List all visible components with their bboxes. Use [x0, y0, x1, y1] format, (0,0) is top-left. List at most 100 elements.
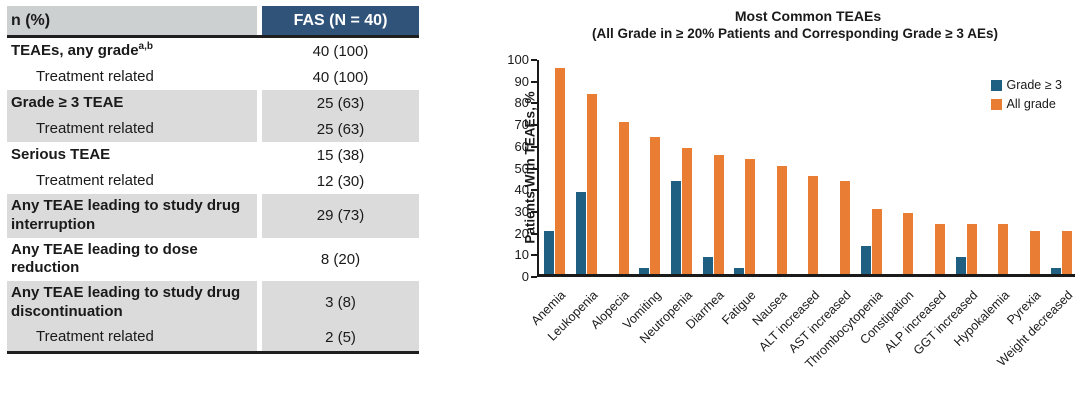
legend-entry-allgrade: All grade [990, 97, 1063, 111]
y-tick-label: 100 [507, 52, 529, 67]
table-row: Grade ≥ 3 TEAE 25 (63) [7, 90, 419, 116]
table-row: Treatment related 2 (5) [7, 324, 419, 351]
y-tick-label: 30 [514, 203, 529, 219]
legend-entry-grade3: Grade ≥ 3 [990, 78, 1063, 92]
y-tick-mark [531, 145, 537, 148]
bar-grade3 [670, 180, 681, 274]
row-label: Treatment related [36, 171, 154, 189]
table-row: Any TEAE leading to study drug discontin… [7, 281, 419, 325]
table-header-value-cell: FAS (N = 40) [262, 6, 419, 35]
row-label: Any TEAE leading to study drug discontin… [7, 281, 257, 325]
y-tick-label: 60 [514, 138, 529, 154]
table-row: Treatment related 12 (30) [7, 168, 419, 194]
row-value: 12 (30) [316, 172, 365, 190]
column-separator [257, 38, 262, 64]
bar-group-constipation [887, 60, 919, 274]
grade3-swatch-icon [990, 79, 1002, 91]
bar-group-weight-decreased [1045, 60, 1077, 274]
column-separator [257, 168, 262, 194]
bar-grade3 [1050, 267, 1061, 274]
bar-grade3 [544, 230, 555, 274]
column-separator [257, 64, 262, 90]
table-bottom-border [7, 350, 419, 354]
bar-allgrade [586, 93, 597, 274]
column-separator [257, 90, 262, 116]
row-label: Grade ≥ 3 TEAE [7, 90, 257, 116]
bar-allgrade [903, 213, 914, 274]
y-tick-label: 10 [514, 247, 529, 263]
column-separator [257, 116, 262, 142]
row-label: Treatment related [7, 116, 257, 142]
chart-title: Most Common TEAEs [734, 8, 882, 24]
table-row: Any TEAE leading to dose reduction 8 (20) [7, 237, 419, 281]
bar-allgrade [745, 159, 756, 274]
row-value: 15 (38) [316, 146, 365, 164]
bar-group-alopecia [602, 60, 634, 274]
y-tick-mark [531, 80, 537, 83]
bar-group-leukopenia [571, 60, 603, 274]
y-tick-label: 90 [514, 73, 529, 89]
y-tick-label: 0 [521, 269, 529, 284]
row-label: Treatment related [36, 67, 154, 85]
y-tick-mark [531, 276, 537, 278]
y-tick-label: 40 [514, 182, 529, 198]
bar-allgrade [840, 180, 851, 274]
column-separator [257, 281, 262, 325]
bar-group-alp-increased [919, 60, 951, 274]
bar-group-ggt-increased [950, 60, 982, 274]
table-header-label-cell: n (%) [7, 6, 257, 35]
column-separator [257, 6, 262, 35]
bar-allgrade [1061, 230, 1072, 274]
row-value: 25 (63) [262, 116, 419, 142]
bar-allgrade [681, 148, 692, 274]
y-tick-label: 50 [514, 160, 529, 176]
chart-legend: Grade ≥ 3 All grade [990, 78, 1063, 111]
row-value: 29 (73) [262, 194, 419, 238]
bar-allgrade [618, 122, 629, 274]
bar-allgrade [713, 154, 724, 274]
bar-group-vomiting [634, 60, 666, 274]
row-value: 2 (5) [262, 324, 419, 351]
y-tick-label: 70 [514, 117, 529, 133]
row-value: 40 (100) [312, 42, 369, 60]
row-value: 3 (8) [262, 281, 419, 325]
bar-group-nausea [761, 60, 793, 274]
legend-label: Grade ≥ 3 [1006, 78, 1063, 92]
column-separator [257, 237, 262, 281]
bar-group-alt-increased [792, 60, 824, 274]
bar-allgrade [650, 137, 661, 274]
y-tick-mark [531, 59, 537, 61]
table-row: TEAEs, any gradea,b 40 (100) [7, 38, 419, 64]
column-separator [257, 142, 262, 168]
bar-group-hypokalemia [982, 60, 1014, 274]
bar-group-ast-increased [824, 60, 856, 274]
legend-label: All grade [1006, 97, 1056, 111]
bar-grade3 [860, 245, 871, 274]
y-tick-label: 80 [514, 95, 529, 111]
row-value: 40 (100) [312, 68, 369, 86]
bar-allgrade [966, 224, 977, 274]
bar-allgrade [555, 67, 566, 274]
y-tick-mark [531, 232, 537, 235]
y-tick-mark [531, 210, 537, 213]
row-label: Treatment related [7, 324, 257, 351]
bar-group-fatigue [729, 60, 761, 274]
bar-group-thrombocytopenia [855, 60, 887, 274]
table-row: Any TEAE leading to study drug interrupt… [7, 194, 419, 238]
row-value: 25 (63) [262, 90, 419, 116]
bar-group-diarrhea [697, 60, 729, 274]
bar-allgrade [935, 224, 946, 274]
teae-bar-chart: Most Common TEAEs (All Grade in ≥ 20% Pa… [450, 0, 1080, 400]
y-tick-mark [531, 102, 537, 105]
bar-grade3 [734, 267, 745, 274]
table-row: Treatment related 40 (100) [7, 64, 419, 90]
bar-group-neutropenia [666, 60, 698, 274]
bar-group-pyrexia [1014, 60, 1046, 274]
bar-grade3 [702, 256, 713, 274]
bar-allgrade [871, 208, 882, 274]
y-tick-mark [531, 189, 537, 192]
bar-grade3 [639, 267, 650, 274]
plot-area: 0 10 20 30 40 50 60 70 80 90 100 Anemia Leukopenia Al… [507, 52, 1077, 371]
bar-group-anemia [539, 60, 571, 274]
